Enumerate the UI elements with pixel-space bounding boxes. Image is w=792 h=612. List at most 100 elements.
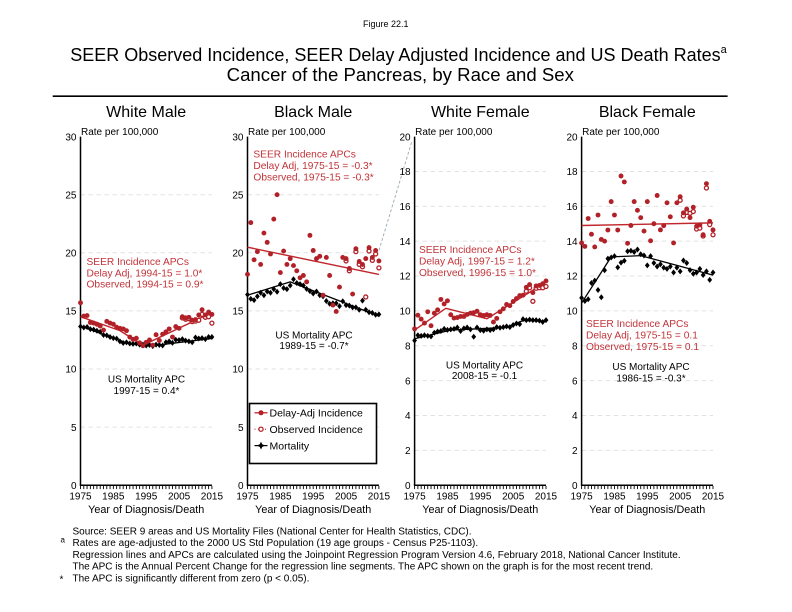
svg-text:6: 6 <box>405 376 411 387</box>
svg-text:30: 30 <box>65 132 77 143</box>
svg-text:*: * <box>60 575 64 586</box>
svg-text:12: 12 <box>399 272 411 283</box>
svg-text:2: 2 <box>405 446 411 457</box>
svg-text:The APC is significantly diffe: The APC is significantly different from … <box>73 573 310 584</box>
svg-text:12: 12 <box>566 272 578 283</box>
svg-text:Rate per 100,000: Rate per 100,000 <box>415 127 493 138</box>
svg-text:10: 10 <box>232 365 244 376</box>
svg-text:1985: 1985 <box>436 492 459 503</box>
svg-text:20: 20 <box>232 249 244 260</box>
svg-text:16: 16 <box>566 202 578 213</box>
svg-text:2015: 2015 <box>535 492 558 503</box>
svg-text:Observed, 1975-15 = 0.1: Observed, 1975-15 = 0.1 <box>586 342 699 353</box>
svg-text:Delay-Adj Incidence: Delay-Adj Incidence <box>270 408 364 420</box>
svg-text:Year of Diagnosis/Death: Year of Diagnosis/Death <box>422 504 538 516</box>
svg-text:20: 20 <box>566 132 578 143</box>
svg-text:Rate per 100,000: Rate per 100,000 <box>81 127 159 138</box>
svg-text:2008-15 = -0.1: 2008-15 = -0.1 <box>452 371 518 382</box>
svg-text:6: 6 <box>572 376 578 387</box>
svg-text:18: 18 <box>399 167 411 178</box>
svg-text:10: 10 <box>65 365 77 376</box>
svg-text:5: 5 <box>238 423 244 434</box>
svg-text:Observed, 1975-15 = -0.3*: Observed, 1975-15 = -0.3* <box>253 172 373 183</box>
svg-text:20: 20 <box>65 249 77 260</box>
svg-text:US Mortality APC: US Mortality APC <box>275 330 352 341</box>
svg-text:10: 10 <box>566 307 578 318</box>
svg-text:Delay Adj, 1975-15 = 0.1: Delay Adj, 1975-15 = 0.1 <box>586 331 698 342</box>
svg-text:Rates are age-adjusted to the: Rates are age-adjusted to the 2000 US St… <box>73 538 479 549</box>
svg-text:US Mortality APC: US Mortality APC <box>446 360 523 371</box>
svg-text:25: 25 <box>232 190 244 201</box>
svg-text:8: 8 <box>572 342 578 353</box>
svg-text:1975: 1975 <box>69 492 92 503</box>
svg-text:SEER Incidence APCs: SEER Incidence APCs <box>87 257 190 268</box>
svg-text:0: 0 <box>238 481 244 492</box>
svg-text:Rate per 100,000: Rate per 100,000 <box>248 127 326 138</box>
svg-text:SEER Incidence APCs: SEER Incidence APCs <box>586 319 689 330</box>
svg-text:1995: 1995 <box>469 492 492 503</box>
svg-text:15: 15 <box>65 307 77 318</box>
svg-text:2015: 2015 <box>201 492 224 503</box>
svg-text:1989-15 = -0.7*: 1989-15 = -0.7* <box>279 341 348 352</box>
svg-text:1985: 1985 <box>102 492 125 503</box>
svg-text:Black Male: Black Male <box>274 104 352 121</box>
svg-text:10: 10 <box>399 307 411 318</box>
svg-text:1985: 1985 <box>603 492 626 503</box>
svg-text:a: a <box>61 536 66 545</box>
svg-text:Observed, 1994-15 = 0.9*: Observed, 1994-15 = 0.9* <box>87 280 204 291</box>
svg-text:1986-15 = -0.3*: 1986-15 = -0.3* <box>616 374 685 385</box>
svg-text:2005: 2005 <box>335 492 358 503</box>
svg-text:Cancer of the Pancreas, by Rac: Cancer of the Pancreas, by Race and Sex <box>227 64 575 85</box>
svg-text:Mortality: Mortality <box>270 440 310 452</box>
svg-text:1995: 1995 <box>636 492 659 503</box>
svg-text:2015: 2015 <box>702 492 725 503</box>
svg-text:Regression lines and APCs are: Regression lines and APCs are calculated… <box>73 550 681 561</box>
svg-text:14: 14 <box>399 237 411 248</box>
svg-text:25: 25 <box>65 190 77 201</box>
svg-text:White Male: White Male <box>106 104 186 121</box>
svg-text:1995: 1995 <box>135 492 158 503</box>
svg-text:SEER Observed Incidence, SEER: SEER Observed Incidence, SEER Delay Adju… <box>70 44 727 65</box>
svg-text:Delay Adj, 1994-15 = 1.0*: Delay Adj, 1994-15 = 1.0* <box>87 268 203 279</box>
svg-text:SEER Incidence APCs: SEER Incidence APCs <box>253 150 356 161</box>
svg-text:4: 4 <box>405 411 411 422</box>
svg-text:1995: 1995 <box>302 492 325 503</box>
svg-text:1975: 1975 <box>403 492 426 503</box>
svg-text:4: 4 <box>572 411 578 422</box>
svg-text:1997-15 = 0.4*: 1997-15 = 0.4* <box>114 386 180 397</box>
svg-text:Delay Adj, 1997-15 = 1.2*: Delay Adj, 1997-15 = 1.2* <box>419 256 535 267</box>
svg-text:18: 18 <box>566 167 578 178</box>
svg-text:5: 5 <box>71 423 77 434</box>
svg-text:Year of Diagnosis/Death: Year of Diagnosis/Death <box>589 504 705 516</box>
svg-text:The APC is the Annual Percent: The APC is the Annual Percent Change for… <box>73 562 654 573</box>
svg-text:8: 8 <box>405 342 411 353</box>
svg-text:Observed, 1996-15 = 1.0*: Observed, 1996-15 = 1.0* <box>419 268 536 279</box>
svg-text:Observed Incidence: Observed Incidence <box>270 424 364 436</box>
svg-text:20: 20 <box>399 132 411 143</box>
svg-text:2005: 2005 <box>669 492 692 503</box>
svg-text:15: 15 <box>232 307 244 318</box>
svg-text:14: 14 <box>566 237 578 248</box>
svg-text:Source: SEER 9 areas and US Mo: Source: SEER 9 areas and US Mortality Fi… <box>73 527 472 538</box>
svg-text:Year of Diagnosis/Death: Year of Diagnosis/Death <box>88 504 204 516</box>
svg-text:SEER Incidence APCs: SEER Incidence APCs <box>419 245 522 256</box>
svg-text:2015: 2015 <box>368 492 391 503</box>
svg-text:Delay Adj, 1975-15 = -0.3*: Delay Adj, 1975-15 = -0.3* <box>253 161 372 172</box>
svg-text:16: 16 <box>399 202 411 213</box>
svg-text:0: 0 <box>71 481 77 492</box>
svg-text:2: 2 <box>572 446 578 457</box>
svg-text:1985: 1985 <box>269 492 292 503</box>
svg-text:Black Female: Black Female <box>599 104 696 121</box>
svg-text:Year of Diagnosis/Death: Year of Diagnosis/Death <box>255 504 371 516</box>
svg-text:1975: 1975 <box>570 492 593 503</box>
svg-text:0: 0 <box>572 481 578 492</box>
svg-text:Rate per 100,000: Rate per 100,000 <box>582 127 660 138</box>
svg-text:US Mortality APC: US Mortality APC <box>612 362 689 373</box>
svg-text:30: 30 <box>232 132 244 143</box>
svg-text:1975: 1975 <box>236 492 259 503</box>
svg-text:US Mortality APC: US Mortality APC <box>108 375 185 386</box>
svg-text:White Female: White Female <box>431 104 530 121</box>
svg-text:0: 0 <box>405 481 411 492</box>
svg-text:2005: 2005 <box>168 492 191 503</box>
svg-text:Figure 22.1: Figure 22.1 <box>363 19 409 29</box>
